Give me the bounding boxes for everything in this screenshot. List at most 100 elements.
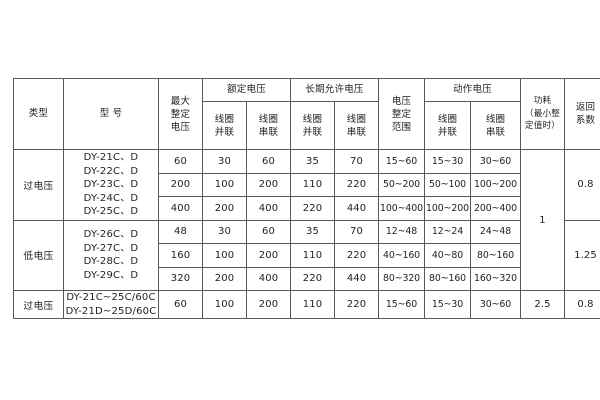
model-line: DY-22C、D (83, 165, 139, 177)
cell-long-coil-parallel: 110 (290, 243, 335, 268)
cell-max-setting-voltage: 48 (158, 219, 203, 244)
cell-action-coil-series: 24~48 (470, 219, 522, 244)
header-rated-coil-parallel-line1: 线圈 (214, 113, 235, 125)
cell-voltage-setting-range: 15~60 (378, 149, 426, 174)
model-line: DY-29C、D (83, 269, 139, 281)
cell-model: DY-21C、D DY-22C、D DY-23C、D DY-24C、D DY-25C、D (63, 149, 159, 221)
cell-long-coil-parallel: 220 (290, 266, 335, 291)
table-row: 320 200 400 220 440 80~320 80~160 160~320 (14, 266, 600, 291)
model-line: DY-24C、D (83, 192, 139, 204)
header-action-coil-parallel-line1: 线圈 (437, 113, 458, 125)
cell-action-coil-series: 30~60 (470, 149, 522, 174)
table-row: 过电压 DY-21C~25C/60C DY-21D~25D/60C 60 100 200 1… (13, 290, 600, 319)
cell-return-coefficient: 1.25 (564, 219, 600, 291)
header-type: 类型 (13, 78, 64, 150)
cell-rated-coil-series: 60 (246, 219, 291, 244)
cell-long-coil-parallel: 220 (290, 196, 335, 221)
cell-model: DY-21C~25C/60C DY-21D~25D/60C (63, 290, 159, 319)
cell-action-coil-series: 100~200 (470, 172, 522, 197)
cell-long-coil-series: 70 (333, 219, 380, 244)
cell-voltage-setting-range: 50~200 (378, 172, 426, 197)
header-rated-coil-series-line2: 串联 (258, 126, 279, 138)
cell-max-setting-voltage: 60 (158, 149, 203, 174)
header-long-coil-series: 线圈 串联 (333, 101, 380, 150)
header-rated-coil-series: 线圈 串联 (246, 101, 291, 150)
cell-return-coefficient: 0.8 (564, 149, 600, 221)
model-line: DY-25C、D (83, 206, 139, 217)
header-action-coil-series-line1: 线圈 (485, 113, 506, 125)
header-power-consumption: 功耗 （最小整 定值时） (520, 78, 566, 150)
header-long-term-allowed-voltage: 长期允许电压 (289, 78, 380, 102)
header-rated-voltage: 额定电压 (202, 78, 291, 102)
header-return-coefficient: 返回 系数 (564, 78, 600, 150)
cell-action-coil-parallel: 80~160 (424, 266, 472, 291)
cell-power-consumption: 1 (520, 149, 566, 291)
cell-action-coil-parallel: 15~30 (424, 290, 472, 319)
cell-rated-coil-parallel: 100 (202, 243, 247, 268)
cell-action-coil-parallel: 12~24 (424, 219, 472, 244)
cell-rated-coil-parallel: 100 (202, 172, 247, 197)
header-voltage-setting-range: 电压 整定 范围 (378, 78, 426, 150)
cell-long-coil-parallel: 110 (290, 172, 335, 197)
header-rated-coil-parallel: 线圈 并联 (202, 101, 247, 150)
header-row-top: 类型 型 号 最大 整定 电压 额定电压 长期允许电压 电压 整定 范围 动作电… (13, 78, 600, 150)
header-model: 型 号 (63, 78, 159, 150)
relay-specification-table: 类型 型 号 最大 整定 电压 额定电压 长期允许电压 电压 整定 范围 动作电… (13, 78, 600, 319)
cell-rated-coil-series: 200 (246, 290, 291, 319)
cell-rated-coil-series: 200 (246, 172, 291, 197)
cell-rated-coil-parallel: 200 (202, 266, 247, 291)
table-row: 160 100 200 110 220 40~160 40~80 80~160 (14, 243, 600, 268)
cell-long-coil-series: 440 (333, 196, 380, 221)
model-line: DY-26C、D (83, 229, 139, 241)
model-line: DY-21C、D (83, 152, 139, 163)
table-header: 类型 型 号 最大 整定 电压 额定电压 长期允许电压 电压 整定 范围 动作电… (13, 78, 600, 150)
cell-voltage-setting-range: 40~160 (378, 243, 426, 268)
cell-max-setting-voltage: 400 (158, 196, 203, 221)
cell-type: 低电压 (13, 219, 64, 291)
cell-voltage-setting-range: 80~320 (378, 266, 426, 291)
header-max-setting-voltage-line1: 最大 (170, 95, 191, 107)
cell-long-coil-series: 220 (333, 243, 380, 268)
header-long-coil-series-line2: 串联 (346, 126, 367, 138)
cell-max-setting-voltage: 200 (158, 172, 203, 197)
header-action-coil-series: 线圈 串联 (470, 101, 522, 150)
header-long-coil-parallel-line1: 线圈 (302, 113, 323, 125)
cell-long-coil-parallel: 35 (290, 149, 335, 174)
header-power-consumption-line2: （最小整 (524, 108, 561, 119)
header-action-coil-series-line2: 串联 (485, 126, 506, 138)
cell-max-setting-voltage: 60 (158, 290, 203, 319)
cell-rated-coil-parallel: 200 (202, 196, 247, 221)
cell-rated-coil-parallel: 30 (202, 149, 247, 174)
model-line: DY-28C、D (83, 256, 139, 268)
cell-type: 过电压 (13, 149, 64, 221)
cell-action-coil-parallel: 40~80 (424, 243, 472, 268)
header-action-coil-parallel: 线圈 并联 (424, 101, 472, 150)
table-row: 400 200 400 220 440 100~400 100~200 200~400 (14, 196, 600, 221)
cell-rated-coil-series: 400 (246, 196, 291, 221)
cell-long-coil-series: 220 (333, 290, 380, 319)
table-row: 低电压 DY-26C、D DY-27C、D DY-28C、D DY-29C、D 48 30 6… (13, 219, 600, 291)
model-line: DY-27C、D (83, 242, 139, 254)
cell-long-coil-series: 220 (333, 172, 380, 197)
cell-action-coil-parallel: 15~30 (424, 149, 472, 174)
header-max-setting-voltage-line2: 整定 (170, 108, 191, 120)
header-max-setting-voltage: 最大 整定 电压 (158, 78, 203, 150)
header-power-consumption-line1: 功耗 (533, 96, 552, 107)
model-line: DY-23C、D (83, 179, 139, 190)
cell-action-coil-parallel: 50~100 (424, 172, 472, 197)
cell-action-coil-parallel: 100~200 (424, 196, 472, 221)
cell-rated-coil-parallel: 100 (202, 290, 247, 319)
cell-action-coil-series: 200~400 (470, 196, 522, 221)
header-voltage-setting-range-line2: 整定 (391, 108, 412, 120)
header-voltage-setting-range-line1: 电压 (391, 95, 412, 107)
cell-rated-coil-series: 200 (246, 243, 291, 268)
cell-long-coil-series: 70 (333, 149, 380, 174)
header-long-coil-parallel-line2: 并联 (302, 126, 323, 138)
header-max-setting-voltage-line3: 电压 (170, 121, 191, 133)
cell-action-coil-series: 80~160 (470, 243, 522, 268)
table-row: 过电压 DY-21C、D DY-22C、D DY-23C、D DY-24C、D DY-25… (13, 149, 600, 291)
cell-return-coefficient: 0.8 (564, 290, 600, 319)
cell-max-setting-voltage: 320 (158, 266, 203, 291)
cell-type: 过电压 (13, 290, 64, 319)
cell-power-consumption: 2.5 (520, 290, 566, 319)
